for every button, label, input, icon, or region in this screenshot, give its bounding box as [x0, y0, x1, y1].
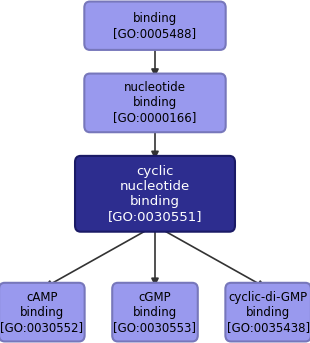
Text: nucleotide
binding
[GO:0000166]: nucleotide binding [GO:0000166]: [113, 81, 197, 125]
Text: cyclic
nucleotide
binding
[GO:0030551]: cyclic nucleotide binding [GO:0030551]: [108, 165, 202, 223]
FancyBboxPatch shape: [75, 156, 235, 232]
Text: cGMP
binding
[GO:0030553]: cGMP binding [GO:0030553]: [113, 291, 197, 334]
FancyBboxPatch shape: [84, 1, 226, 50]
FancyBboxPatch shape: [225, 283, 310, 342]
Text: binding
[GO:0005488]: binding [GO:0005488]: [113, 12, 197, 40]
FancyBboxPatch shape: [112, 283, 198, 342]
Text: cAMP
binding
[GO:0030552]: cAMP binding [GO:0030552]: [0, 291, 83, 334]
Text: cyclic-di-GMP
binding
[GO:0035438]: cyclic-di-GMP binding [GO:0035438]: [227, 291, 310, 334]
FancyBboxPatch shape: [0, 283, 85, 342]
FancyBboxPatch shape: [84, 74, 226, 132]
